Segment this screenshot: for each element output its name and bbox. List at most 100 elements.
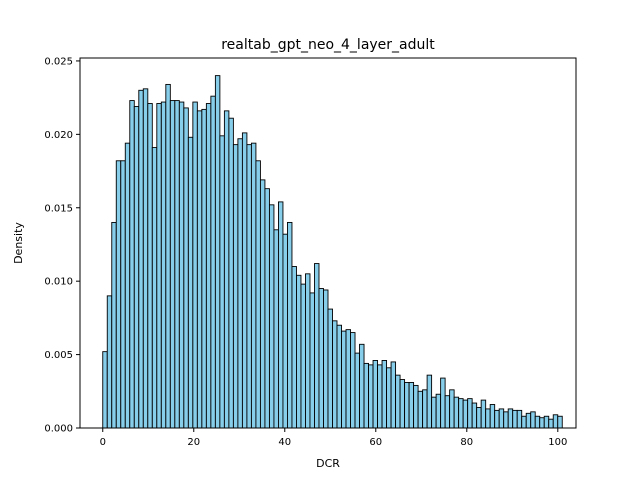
histogram-bar xyxy=(309,292,315,429)
histogram-bar xyxy=(228,117,234,429)
histogram-bar xyxy=(462,399,469,429)
histogram-bar xyxy=(291,266,297,429)
histogram-bar xyxy=(133,105,140,429)
histogram-bar xyxy=(552,414,559,429)
histogram-bar xyxy=(192,101,198,429)
y-tick-label: 0.020 xyxy=(44,130,73,141)
histogram-bar xyxy=(124,142,131,429)
histogram-bar xyxy=(485,408,491,429)
y-tick-label: 0.000 xyxy=(44,424,73,435)
histogram-bar xyxy=(165,83,171,429)
y-tick-label: 0.010 xyxy=(44,277,73,288)
histogram-bar xyxy=(318,288,324,429)
histogram-bar xyxy=(404,382,410,429)
histogram-bar xyxy=(111,221,117,429)
histogram-bar xyxy=(250,142,257,429)
histogram-bar xyxy=(156,103,162,429)
y-axis-ticks: 0.000 0.005 0.010 0.015 0.020 0.025 xyxy=(44,56,80,435)
histogram-bar xyxy=(142,88,149,429)
histogram-bar xyxy=(471,402,478,429)
histogram-bar xyxy=(512,409,518,429)
histogram-bar xyxy=(278,201,284,429)
histogram-bar xyxy=(548,418,554,429)
histogram-bar xyxy=(129,100,135,429)
histogram-bar xyxy=(219,135,225,429)
histogram-bar xyxy=(120,160,126,429)
histogram-bar xyxy=(205,103,212,429)
plot-frame xyxy=(79,57,577,429)
chart-title: realtab_gpt_neo_4_layer_adult xyxy=(221,37,435,53)
histogram-bar xyxy=(498,408,505,429)
y-tick-label: 0.005 xyxy=(44,350,73,361)
histogram-bar xyxy=(268,204,275,429)
histogram-bar xyxy=(476,406,482,429)
histogram-bar xyxy=(422,389,428,429)
x-axis-label: DCR xyxy=(316,457,340,470)
histogram-bar xyxy=(196,110,203,429)
histogram-bar xyxy=(187,136,194,429)
histogram-bar xyxy=(138,89,144,429)
x-tick-label: 40 xyxy=(278,437,291,448)
y-tick-label: 0.015 xyxy=(44,203,73,214)
histogram-bar xyxy=(305,273,311,429)
histogram-bar xyxy=(354,352,360,429)
histogram-bar xyxy=(395,374,401,429)
histogram-bar xyxy=(372,360,378,429)
histogram-bar xyxy=(363,362,369,429)
histogram-bar xyxy=(431,396,437,429)
histogram-bar xyxy=(408,382,415,429)
histogram-bar xyxy=(223,110,230,429)
histogram-bar xyxy=(246,144,252,429)
histogram-bar xyxy=(327,308,333,429)
histogram-bar xyxy=(440,377,446,429)
histogram-bar xyxy=(368,364,374,429)
x-tick-label: 60 xyxy=(369,437,382,448)
x-tick-label: 100 xyxy=(548,437,567,448)
histogram-bar xyxy=(282,233,288,429)
histogram-bar xyxy=(169,100,176,429)
histogram-bar xyxy=(214,75,221,429)
histogram-bar xyxy=(255,160,261,429)
histogram-bar xyxy=(345,329,351,429)
histogram-bar xyxy=(201,108,207,429)
histogram-bar xyxy=(381,360,388,429)
histogram-bar xyxy=(507,408,514,429)
histogram-bar xyxy=(480,399,487,429)
histogram-bar xyxy=(467,398,473,429)
histogram-bar xyxy=(259,179,266,429)
y-axis-label: Density xyxy=(12,222,25,264)
histogram-bar xyxy=(147,103,153,429)
histogram-bar xyxy=(359,343,365,429)
histogram-bar xyxy=(183,107,189,429)
histogram-bar xyxy=(377,364,383,429)
x-tick-label: 0 xyxy=(100,437,106,448)
histogram-bar xyxy=(417,390,424,429)
histogram-bar xyxy=(525,412,532,429)
histogram-bar xyxy=(323,289,329,429)
histogram-bar xyxy=(539,417,545,429)
histogram-bar xyxy=(106,295,113,429)
histogram-bar xyxy=(521,415,527,429)
histogram-bar xyxy=(453,396,460,429)
histogram-bar xyxy=(399,379,406,429)
histogram-bar xyxy=(300,283,306,429)
histogram-bar xyxy=(413,384,419,429)
histogram-bar xyxy=(237,138,243,429)
histogram-bar xyxy=(458,398,464,429)
histogram-bar xyxy=(232,144,239,429)
histogram-bar xyxy=(210,95,216,429)
histogram-bar xyxy=(530,411,536,429)
y-tick-label: 0.025 xyxy=(44,56,73,67)
histogram-bar xyxy=(503,411,509,429)
histogram-bar xyxy=(160,101,167,429)
histogram-bar xyxy=(174,100,180,429)
histogram-bar xyxy=(435,393,442,429)
histogram-bar xyxy=(557,415,563,429)
histogram-bar xyxy=(489,404,496,429)
x-tick-label: 20 xyxy=(187,437,200,448)
histogram-bar xyxy=(287,221,293,429)
histogram-bar xyxy=(115,160,122,429)
histogram-bar xyxy=(332,320,338,429)
histogram-bar xyxy=(444,395,451,429)
